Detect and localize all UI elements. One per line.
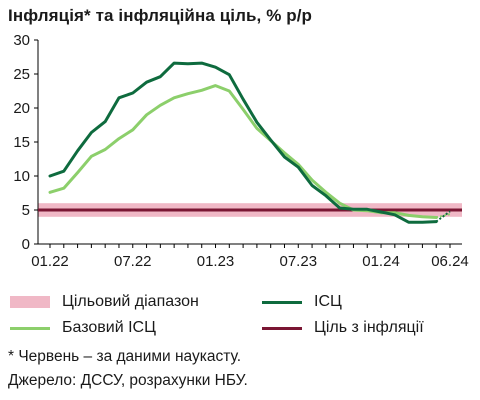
footnote: * Червень – за даними наукасту. <box>8 348 242 365</box>
x-tick-label: 01.22 <box>31 253 69 270</box>
legend-item-inflation-target: Ціль з інфляції <box>262 318 424 338</box>
legend-label-target-range: Цільовий діапазон <box>62 293 199 310</box>
x-tick-label: 06.24 <box>431 253 469 270</box>
legend-swatch-inflation-target <box>262 326 302 330</box>
x-tick-label: 01.24 <box>362 253 400 270</box>
legend-item-cpi: ІСЦ <box>262 292 342 312</box>
legend-swatch-core-cpi <box>10 326 50 330</box>
x-tick-label: 07.23 <box>280 253 318 270</box>
y-tick-label: 15 <box>13 134 30 151</box>
legend-swatch-cpi <box>262 300 302 304</box>
inflation-chart: 0 5 10 15 20 25 30 01.22 07.22 01.23 07.23 01.24 06.… <box>13 32 469 270</box>
cpi-line-nowcast <box>435 210 451 223</box>
legend-item-core-cpi: Базовий ІСЦ <box>10 318 156 338</box>
legend-swatch-target-range <box>10 296 50 308</box>
legend-item-target-range: Цільовий діапазон <box>10 292 199 312</box>
legend-label-inflation-target: Ціль з інфляції <box>314 319 424 336</box>
y-tick-label: 20 <box>13 100 30 117</box>
x-tick-label: 07.22 <box>114 253 152 270</box>
source-note: Джерело: ДССУ, розрахунки НБУ. <box>8 372 248 389</box>
y-tick-label: 0 <box>22 236 30 253</box>
core-cpi-line <box>48 84 438 219</box>
chart-title: Інфляція* та інфляційна ціль, % р/р <box>8 6 313 25</box>
y-tick-label: 5 <box>22 202 30 219</box>
y-tick-label: 30 <box>13 32 30 49</box>
cpi-line <box>48 61 438 224</box>
x-tick-label: 01.23 <box>197 253 235 270</box>
y-tick-label: 25 <box>13 66 30 83</box>
legend-label-core-cpi: Базовий ІСЦ <box>62 319 156 336</box>
legend-label-cpi: ІСЦ <box>314 293 342 310</box>
y-tick-label: 10 <box>13 168 30 185</box>
